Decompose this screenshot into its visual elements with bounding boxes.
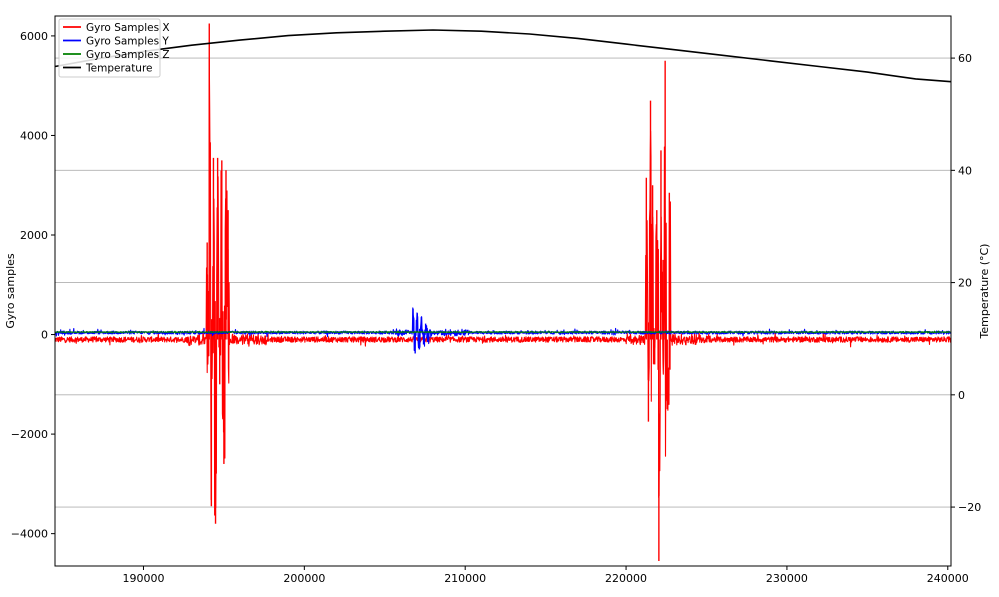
y2-tick-label: 20 bbox=[958, 277, 972, 290]
series-gyro-samples-x-line bbox=[54, 58, 952, 516]
legend-label: Gyro Samples Y bbox=[86, 36, 169, 48]
legend-box bbox=[58, 18, 161, 78]
x-tick-label: 240000 bbox=[927, 572, 969, 585]
x-tick-label: 200000 bbox=[283, 572, 325, 585]
series-layer bbox=[54, 23, 952, 562]
y-axis-title: Gyro samples bbox=[4, 253, 17, 329]
y-tick-label: −4000 bbox=[11, 528, 48, 541]
y-axis-left: −4000 −2000 0 2000 4000 6000 bbox=[11, 30, 55, 541]
y-axis-right: −20 0 20 40 60 bbox=[951, 52, 981, 514]
legend-label: Temperature bbox=[85, 63, 153, 75]
plot-frame bbox=[54, 15, 952, 567]
grid-lines bbox=[55, 57, 951, 508]
series-gyro-samples-z-line bbox=[54, 330, 951, 334]
x-tick-label: 190000 bbox=[122, 572, 164, 585]
y2-tick-label: 60 bbox=[958, 52, 972, 65]
y2-tick-label: 0 bbox=[958, 389, 965, 402]
x-tick-label: 230000 bbox=[766, 572, 808, 585]
legend-label: Gyro Samples X bbox=[86, 22, 170, 34]
legend-label: Gyro Samples Z bbox=[86, 49, 170, 61]
y2-tick-label: 40 bbox=[958, 164, 972, 177]
y2-tick-label: −20 bbox=[958, 501, 981, 514]
y-tick-label: −2000 bbox=[11, 428, 48, 441]
y-tick-label: 4000 bbox=[20, 129, 48, 142]
y-tick-label: 2000 bbox=[20, 229, 48, 242]
x-axis: 190000 200000 210000 220000 230000 240000 bbox=[122, 566, 969, 585]
x-tick-label: 210000 bbox=[444, 572, 486, 585]
y-tick-label: 6000 bbox=[20, 30, 48, 43]
series-temperature-line bbox=[54, 29, 952, 83]
y-tick-label: 0 bbox=[41, 329, 48, 342]
y2-axis-title: Temperature (°C) bbox=[978, 244, 991, 340]
x-tick-label: 220000 bbox=[605, 572, 647, 585]
